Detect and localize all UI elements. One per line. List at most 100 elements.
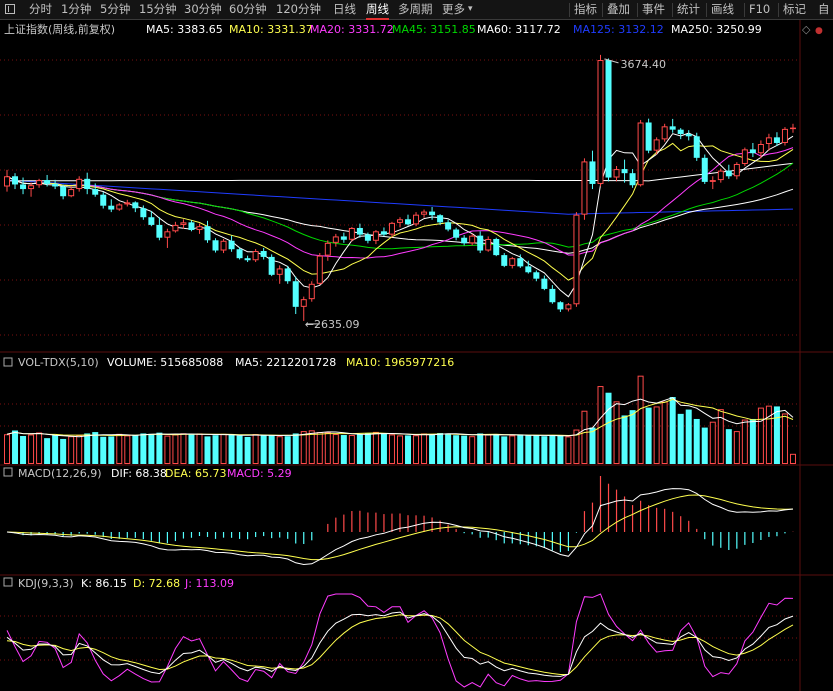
toolbar-button-1[interactable]: 叠加 bbox=[607, 2, 630, 16]
volume-bar[interactable] bbox=[196, 433, 203, 465]
volume-bar[interactable] bbox=[413, 435, 420, 464]
period-tab-1[interactable]: 1分钟 bbox=[61, 2, 92, 16]
volume-bar[interactable] bbox=[260, 435, 267, 464]
volume-bar[interactable] bbox=[44, 438, 51, 464]
volume-bar[interactable] bbox=[765, 405, 772, 464]
volume-bar[interactable] bbox=[284, 436, 291, 464]
candle[interactable] bbox=[413, 214, 420, 225]
candle[interactable] bbox=[573, 214, 580, 305]
candle[interactable] bbox=[533, 272, 540, 279]
toolbar-button-5[interactable]: F10 bbox=[749, 2, 771, 16]
candle[interactable] bbox=[4, 176, 10, 187]
period-tab-0[interactable]: 分时 bbox=[29, 2, 52, 16]
candle[interactable] bbox=[236, 249, 243, 259]
volume-bar[interactable] bbox=[733, 431, 740, 465]
candle[interactable] bbox=[324, 242, 331, 256]
volume-bar[interactable] bbox=[637, 375, 644, 464]
volume-bar[interactable] bbox=[605, 392, 612, 464]
panel-collapse-icon[interactable] bbox=[3, 467, 13, 477]
candle[interactable] bbox=[741, 149, 748, 164]
period-tab-5[interactable]: 60分钟 bbox=[229, 2, 267, 16]
candle[interactable] bbox=[116, 204, 123, 210]
volume-bar[interactable] bbox=[268, 435, 275, 464]
candle[interactable] bbox=[100, 194, 107, 206]
volume-bar[interactable] bbox=[693, 418, 700, 464]
candle[interactable] bbox=[773, 137, 780, 143]
candle[interactable] bbox=[348, 227, 355, 240]
period-tab-9[interactable]: 多周期 bbox=[398, 2, 433, 16]
chevron-down-icon[interactable]: ▾ bbox=[468, 4, 473, 14]
volume-bar[interactable] bbox=[485, 434, 492, 465]
volume-bar[interactable] bbox=[557, 435, 564, 464]
period-tab-3[interactable]: 15分钟 bbox=[139, 2, 177, 16]
candle[interactable] bbox=[340, 236, 347, 240]
volume-bar[interactable] bbox=[340, 435, 347, 464]
candle[interactable] bbox=[661, 126, 668, 140]
volume-bar[interactable] bbox=[461, 435, 468, 464]
volume-bar[interactable] bbox=[220, 433, 227, 465]
volume-bar[interactable] bbox=[356, 434, 363, 464]
candle[interactable] bbox=[196, 226, 203, 231]
volume-bar[interactable] bbox=[236, 435, 243, 464]
candle[interactable] bbox=[292, 281, 299, 307]
candle[interactable] bbox=[789, 127, 796, 130]
candle[interactable] bbox=[260, 251, 267, 257]
candle[interactable] bbox=[541, 278, 548, 289]
candle[interactable] bbox=[356, 227, 363, 235]
candle[interactable] bbox=[445, 222, 452, 230]
panel-collapse-icon[interactable] bbox=[3, 357, 13, 367]
candle[interactable] bbox=[188, 222, 195, 231]
candle[interactable] bbox=[28, 185, 35, 190]
candle[interactable] bbox=[629, 173, 636, 186]
candle[interactable] bbox=[621, 169, 628, 174]
volume-bar[interactable] bbox=[68, 436, 75, 465]
volume-bar[interactable] bbox=[324, 432, 331, 464]
period-tab-7[interactable]: 日线 bbox=[333, 2, 356, 16]
candle[interactable] bbox=[140, 208, 147, 218]
candle[interactable] bbox=[565, 304, 572, 310]
candle[interactable] bbox=[757, 143, 764, 154]
volume-bar[interactable] bbox=[20, 435, 27, 464]
volume-bar[interactable] bbox=[757, 407, 764, 465]
candle[interactable] bbox=[396, 219, 403, 223]
candle[interactable] bbox=[677, 129, 684, 135]
candle[interactable] bbox=[204, 226, 211, 241]
volume-bar[interactable] bbox=[565, 436, 572, 465]
volume-bar[interactable] bbox=[509, 435, 516, 464]
candle[interactable] bbox=[148, 217, 155, 225]
candle[interactable] bbox=[268, 256, 275, 275]
volume-bar[interactable] bbox=[84, 433, 91, 464]
candle[interactable] bbox=[589, 161, 596, 184]
candle[interactable] bbox=[605, 60, 612, 178]
volume-bar[interactable] bbox=[773, 406, 780, 464]
candle[interactable] bbox=[461, 237, 468, 244]
candle[interactable] bbox=[717, 170, 724, 181]
period-tab-4[interactable]: 30分钟 bbox=[184, 2, 222, 16]
volume-bar[interactable] bbox=[653, 406, 660, 464]
candle[interactable] bbox=[701, 157, 708, 182]
candle[interactable] bbox=[733, 163, 740, 177]
candle[interactable] bbox=[749, 149, 756, 154]
candle[interactable] bbox=[501, 255, 508, 266]
candle[interactable] bbox=[485, 238, 492, 251]
candle[interactable] bbox=[653, 139, 660, 151]
volume-bar[interactable] bbox=[421, 433, 428, 465]
volume-bar[interactable] bbox=[380, 433, 387, 464]
volume-bar[interactable] bbox=[292, 433, 299, 464]
volume-bar[interactable] bbox=[749, 418, 756, 464]
candle[interactable] bbox=[52, 183, 59, 187]
candle[interactable] bbox=[493, 238, 500, 256]
volume-bar[interactable] bbox=[525, 435, 532, 464]
candle[interactable] bbox=[597, 60, 604, 184]
candle[interactable] bbox=[388, 222, 395, 235]
candle[interactable] bbox=[276, 268, 283, 275]
candle[interactable] bbox=[549, 288, 556, 303]
volume-bar[interactable] bbox=[677, 413, 684, 464]
volume-bar[interactable] bbox=[4, 434, 10, 465]
candle[interactable] bbox=[453, 229, 460, 238]
candle[interactable] bbox=[725, 170, 732, 177]
volume-bar[interactable] bbox=[76, 435, 83, 464]
candle[interactable] bbox=[332, 236, 339, 243]
toolbar-button-2[interactable]: 事件 bbox=[642, 2, 665, 16]
candle[interactable] bbox=[372, 231, 379, 241]
